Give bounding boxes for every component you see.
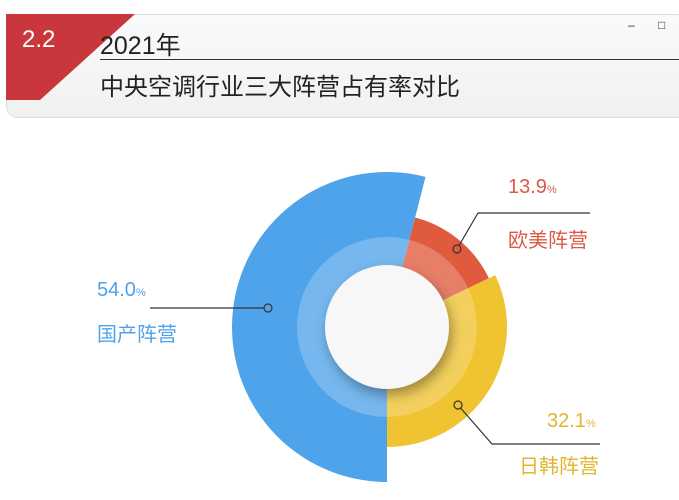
- chart-title: 中央空调行业三大阵营占有率对比: [100, 74, 460, 101]
- leader-line: [457, 404, 600, 445]
- chart-year: 2021年: [100, 32, 181, 60]
- section-badge-corner: [40, 14, 135, 100]
- label-name-domestic: 国产阵营: [97, 324, 177, 346]
- label-value-japan-korea: 32.1%: [547, 410, 596, 432]
- label-name-europe-us: 欧美阵营: [508, 230, 588, 252]
- leader-dot: [453, 400, 463, 410]
- divider: [100, 59, 679, 60]
- label-value-domestic: 54.0%: [97, 279, 146, 301]
- maximize-button[interactable]: □: [658, 18, 666, 32]
- label-name-japan-korea: 日韩阵营: [519, 456, 599, 478]
- section-number: 2.2: [22, 26, 56, 53]
- leader-line: [456, 212, 590, 250]
- leader-dot: [263, 303, 273, 313]
- center-circle: [325, 265, 449, 389]
- label-value-europe-us: 13.9%: [508, 176, 557, 198]
- section-badge: [6, 14, 40, 100]
- minimize-button[interactable]: –: [628, 18, 635, 32]
- leader-dot: [452, 244, 462, 254]
